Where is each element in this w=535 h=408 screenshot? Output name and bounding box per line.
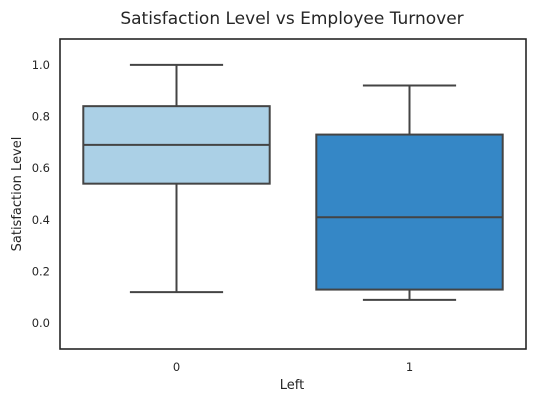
chart-title: Satisfaction Level vs Employee Turnover <box>120 9 463 29</box>
y-tick-label: 0.8 <box>32 110 50 124</box>
y-tick-label: 0.6 <box>32 161 50 175</box>
y-tick-label: 0.0 <box>32 316 50 330</box>
box-iqr <box>315 133 504 291</box>
x-axis-label: Left <box>280 378 304 393</box>
x-tick-label: 0 <box>173 360 180 374</box>
y-tick-label: 1.0 <box>32 58 50 72</box>
y-axis-label: Satisfaction Level <box>10 137 25 252</box>
y-ticks: 0.0 0.2 0.4 0.6 0.8 1.0 <box>32 58 50 330</box>
x-tick-label: 1 <box>406 360 413 374</box>
y-tick-label: 0.2 <box>32 265 50 279</box>
box-group-0 <box>82 63 271 294</box>
box-group-1 <box>315 84 504 301</box>
y-tick-label: 0.4 <box>32 213 50 227</box>
plot-frame <box>59 38 527 350</box>
boxes-layer <box>82 63 504 301</box>
